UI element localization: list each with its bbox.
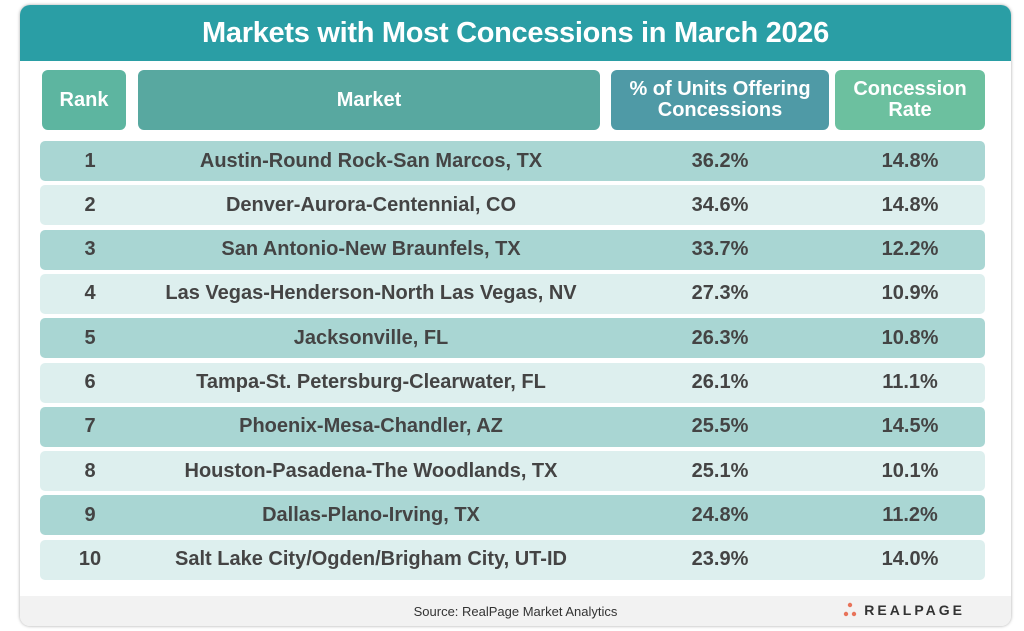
cell-rate: 10.8% [881,326,939,349]
cell-rank: 2 [84,193,96,216]
header-units-offering: % of Units Offering Concessions [611,70,829,130]
table-row: 9 Dallas-Plano-Irving, TX 24.8% 11.2% [40,495,985,536]
cell-units: 36.2% [691,149,749,172]
cell-rank: 5 [84,326,96,349]
footer: Source: RealPage Market Analytics REALPA… [20,596,1011,626]
realpage-logo: REALPAGE [843,602,965,618]
table-row: 2 Denver-Aurora-Centennial, CO 34.6% 14.8% [40,185,985,226]
cell-market: Salt Lake City/Ogden/Brigham City, UT-ID [175,548,567,571]
cell-units: 33.7% [691,238,749,261]
cell-rate: 14.5% [881,415,939,438]
cell-rank: 3 [84,238,96,261]
logo-text: REALPAGE [864,602,965,618]
cell-units: 26.3% [691,326,749,349]
cell-units: 27.3% [691,282,749,305]
cell-market: Dallas-Plano-Irving, TX [262,503,480,526]
cell-units: 24.8% [691,503,749,526]
cell-rank: 4 [84,282,96,305]
cell-market: Jacksonville, FL [293,326,449,349]
table-row: 10 Salt Lake City/Ogden/Brigham City, UT-… [40,539,985,580]
cell-rank: 1 [84,149,96,172]
cell-rank: 8 [84,459,96,482]
source-note: Source: RealPage Market Analytics [413,603,618,619]
cell-units: 26.1% [691,371,749,393]
table-row: 8 Houston-Pasadena-The Woodlands, TX 25.1%… [40,451,985,492]
cell-rate: 11.2% [882,503,938,526]
cell-rate: 10.9% [881,282,939,305]
cell-units: 25.5% [691,415,749,438]
cell-rank: 10 [78,548,102,571]
table-row: 4 Las Vegas-Henderson-North Las Vegas, NV… [40,273,985,314]
cell-units: 25.1% [691,459,749,482]
cell-market: Las Vegas-Henderson-North Las Vegas, NV [165,282,577,305]
cell-rate: 14.8% [881,193,939,216]
table-row: 1 Austin-Round Rock-San Marcos, TX 36.2% 14… [40,141,985,181]
table-row: 7 Phoenix-Mesa-Chandler, AZ 25.5% 14.5% [40,406,985,447]
chart-title: Markets with Most Concessions in March 2… [20,5,1011,61]
logo-dots-icon [844,602,857,617]
cell-rate: 10.1% [881,459,939,482]
table-row: 3 San Antonio-New Braunfels, TX 33.7% 12.2% [40,229,985,270]
cell-rate: 14.8% [881,149,939,172]
header-concession-rate: Concession Rate [835,70,985,130]
cell-rank: 9 [84,503,96,526]
cell-units: 23.9% [691,548,749,571]
cell-market: Denver-Aurora-Centennial, CO [225,193,517,216]
cell-rank: 7 [84,415,96,438]
header-market: Market [138,70,600,130]
cell-rank: 6 [84,371,96,393]
header-rank: Rank [42,70,126,130]
table-row: 5 Jacksonville, FL 26.3% 10.8% [40,318,985,359]
infographic-card: Markets with Most Concessions in March 2… [20,5,1011,626]
cell-market: Houston-Pasadena-The Woodlands, TX [184,459,558,482]
table-row: 6 Tampa-St. Petersburg-Clearwater, FL 26.1… [40,362,985,403]
cell-market: Tampa-St. Petersburg-Clearwater, FL [196,371,546,393]
cell-market: San Antonio-New Braunfels, TX [221,238,521,261]
cell-market: Austin-Round Rock-San Marcos, TX [199,149,543,172]
cell-market: Phoenix-Mesa-Chandler, AZ [239,415,503,438]
cell-units: 34.6% [691,193,749,216]
cell-rate: 14.0% [881,548,939,571]
cell-rate: 11.1% [882,371,938,393]
cell-rate: 12.2% [881,238,939,261]
